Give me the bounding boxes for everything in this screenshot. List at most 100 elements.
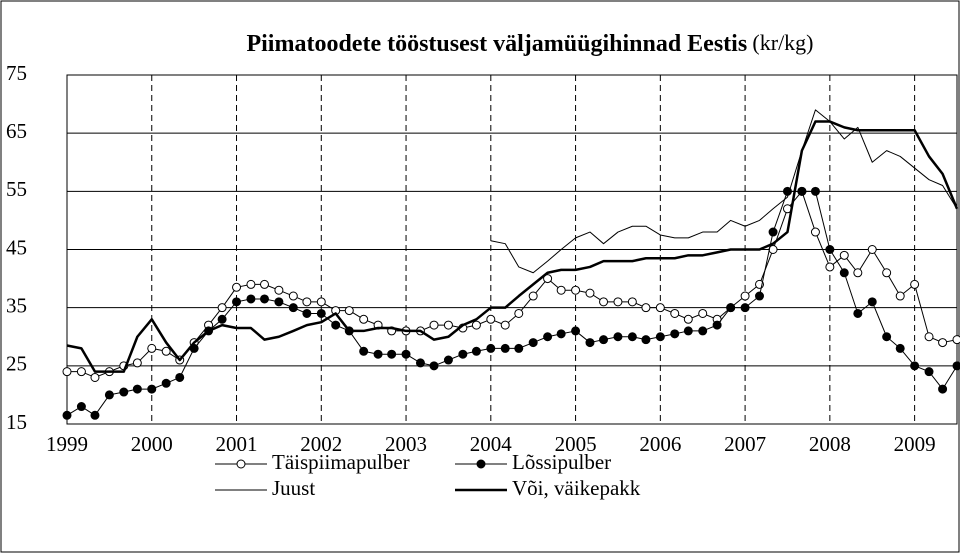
data-point xyxy=(232,297,242,307)
data-point xyxy=(316,297,326,307)
data-point xyxy=(543,332,553,342)
x-tick-label: 1999 xyxy=(46,432,88,456)
data-point xyxy=(458,349,468,359)
data-point xyxy=(119,387,129,397)
y-tick-label: 25 xyxy=(6,352,27,376)
data-point xyxy=(401,349,411,359)
y-tick-label: 65 xyxy=(6,119,27,143)
x-tick-label: 2006 xyxy=(639,432,681,456)
data-point xyxy=(599,297,609,307)
data-point xyxy=(882,332,892,342)
data-point xyxy=(359,346,369,356)
data-point xyxy=(274,285,284,295)
legend-label: Või, väikepakk xyxy=(512,476,641,500)
data-point xyxy=(952,335,960,345)
chart-heading: Piimatoodete tööstusest väljamüügihinnad… xyxy=(246,30,813,56)
data-point xyxy=(76,402,86,412)
data-point xyxy=(810,227,820,237)
x-tick-label: 2005 xyxy=(555,432,597,456)
data-point xyxy=(924,367,934,377)
data-point xyxy=(938,384,948,394)
legend-label: Lõssipulber xyxy=(512,450,611,474)
x-tick-label: 2004 xyxy=(470,432,513,456)
series-line xyxy=(66,190,958,416)
data-point xyxy=(641,303,651,313)
legend-label: Juust xyxy=(272,476,315,500)
data-point xyxy=(839,250,849,260)
data-point xyxy=(867,245,877,254)
y-tick-label: 45 xyxy=(6,235,27,259)
data-point xyxy=(387,349,397,359)
data-point xyxy=(556,329,566,339)
data-point xyxy=(104,390,114,400)
data-point xyxy=(429,361,439,371)
legend-label: Täispiimapulber xyxy=(272,450,410,474)
data-point xyxy=(246,294,256,304)
data-point xyxy=(246,279,256,289)
chart-subtitle: (kr/kg) xyxy=(752,30,813,55)
data-point xyxy=(655,332,665,342)
data-point xyxy=(528,291,538,301)
legend-marker xyxy=(236,459,246,469)
data-point xyxy=(810,186,820,196)
data-point xyxy=(373,349,383,359)
data-point xyxy=(627,297,637,307)
data-point xyxy=(175,372,185,382)
y-tick-label: 55 xyxy=(6,177,27,201)
data-point xyxy=(331,320,341,330)
data-point xyxy=(232,282,242,292)
data-point xyxy=(882,268,892,278)
data-point xyxy=(825,262,835,272)
data-point xyxy=(90,410,100,420)
data-point xyxy=(302,308,312,318)
data-point xyxy=(755,291,765,301)
data-point xyxy=(288,303,298,313)
data-point xyxy=(825,245,835,254)
series-line xyxy=(66,120,959,373)
data-point xyxy=(683,314,693,324)
data-point xyxy=(90,372,100,382)
x-tick-label: 2000 xyxy=(131,432,173,456)
data-point xyxy=(274,297,284,307)
x-tick-label: 2009 xyxy=(894,432,936,456)
data-point xyxy=(62,367,72,377)
data-point xyxy=(797,186,807,196)
data-point xyxy=(500,320,510,330)
data-point xyxy=(740,291,750,301)
data-point xyxy=(514,308,524,318)
data-point xyxy=(853,268,863,278)
data-point xyxy=(217,303,227,313)
chart-title: Piimatoodete tööstusest väljamüügihinnad… xyxy=(246,31,747,57)
data-point xyxy=(571,285,581,295)
data-point xyxy=(514,343,524,353)
data-point xyxy=(853,308,863,318)
data-point xyxy=(613,332,623,342)
data-point xyxy=(259,279,269,289)
data-point xyxy=(726,303,736,313)
data-point xyxy=(344,306,354,316)
data-point xyxy=(62,410,72,420)
data-point xyxy=(486,314,496,324)
data-point xyxy=(585,338,595,348)
data-point xyxy=(698,308,708,318)
data-point xyxy=(952,361,960,371)
data-point xyxy=(543,274,553,284)
data-point xyxy=(528,338,538,348)
data-point xyxy=(259,294,269,304)
data-point xyxy=(641,335,651,345)
data-point xyxy=(938,338,948,348)
data-point xyxy=(712,320,722,330)
y-tick-label: 75 xyxy=(6,61,27,85)
x-tick-label: 2007 xyxy=(724,432,766,456)
data-point xyxy=(132,384,142,394)
data-point xyxy=(839,268,849,278)
data-point xyxy=(443,355,453,365)
data-point xyxy=(698,326,708,336)
x-tick-label: 2002 xyxy=(300,432,342,456)
series-line xyxy=(67,190,958,378)
data-point xyxy=(316,308,326,318)
x-tick-label: 2001 xyxy=(216,432,258,456)
data-point xyxy=(217,314,227,324)
data-point xyxy=(556,285,566,295)
